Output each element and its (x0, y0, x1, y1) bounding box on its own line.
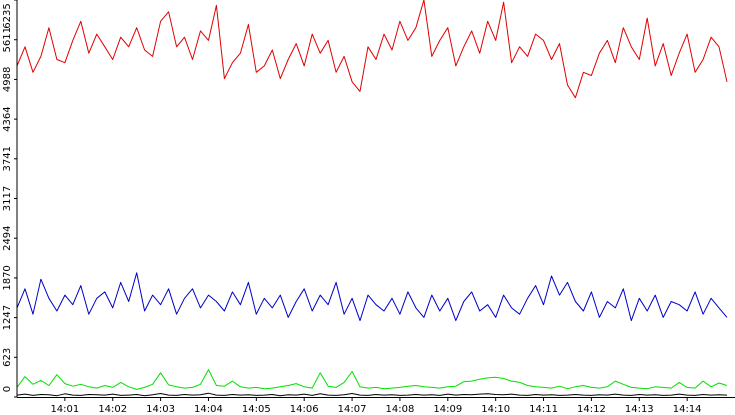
y-tick-label: 0 (2, 386, 13, 392)
x-tick-label: 14:08 (386, 404, 415, 415)
x-tick-label: 14:10 (481, 404, 510, 415)
y-tick-label: 1247 (2, 305, 13, 330)
x-tick-label: 14:01 (50, 404, 79, 415)
x-tick-label: 14:14 (673, 404, 702, 415)
y-tick-label: 4988 (2, 67, 13, 92)
series-line (16, 0, 728, 99)
y-tick-label: 3117 (2, 186, 13, 211)
x-tick-label: 14:12 (577, 404, 606, 415)
x-tick-label: 14:09 (433, 404, 462, 415)
plot-layer (16, 0, 728, 397)
y-tick-label: 623 (2, 348, 13, 367)
x-tick-label: 14:04 (194, 404, 223, 415)
series-line (16, 272, 728, 322)
x-tick-label: 14:05 (242, 404, 271, 415)
x-tick-label: 14:13 (625, 404, 654, 415)
x-tick-label: 14:03 (146, 404, 175, 415)
y-tick-label: 3741 (2, 146, 13, 171)
y-tick-label: 1870 (2, 265, 13, 290)
x-tick-label: 14:02 (98, 404, 127, 415)
y-tick-label: 2494 (2, 225, 13, 250)
y-tick-label: 4364 (2, 106, 13, 131)
y-tick-label: 6235 (2, 3, 13, 28)
x-tick-label: 14:11 (529, 404, 558, 415)
y-tick-label: 5611 (2, 27, 13, 52)
series-line (16, 392, 728, 397)
x-tick-label: 14:07 (338, 404, 367, 415)
series-line (16, 369, 728, 390)
x-tick-label: 14:06 (290, 404, 319, 415)
